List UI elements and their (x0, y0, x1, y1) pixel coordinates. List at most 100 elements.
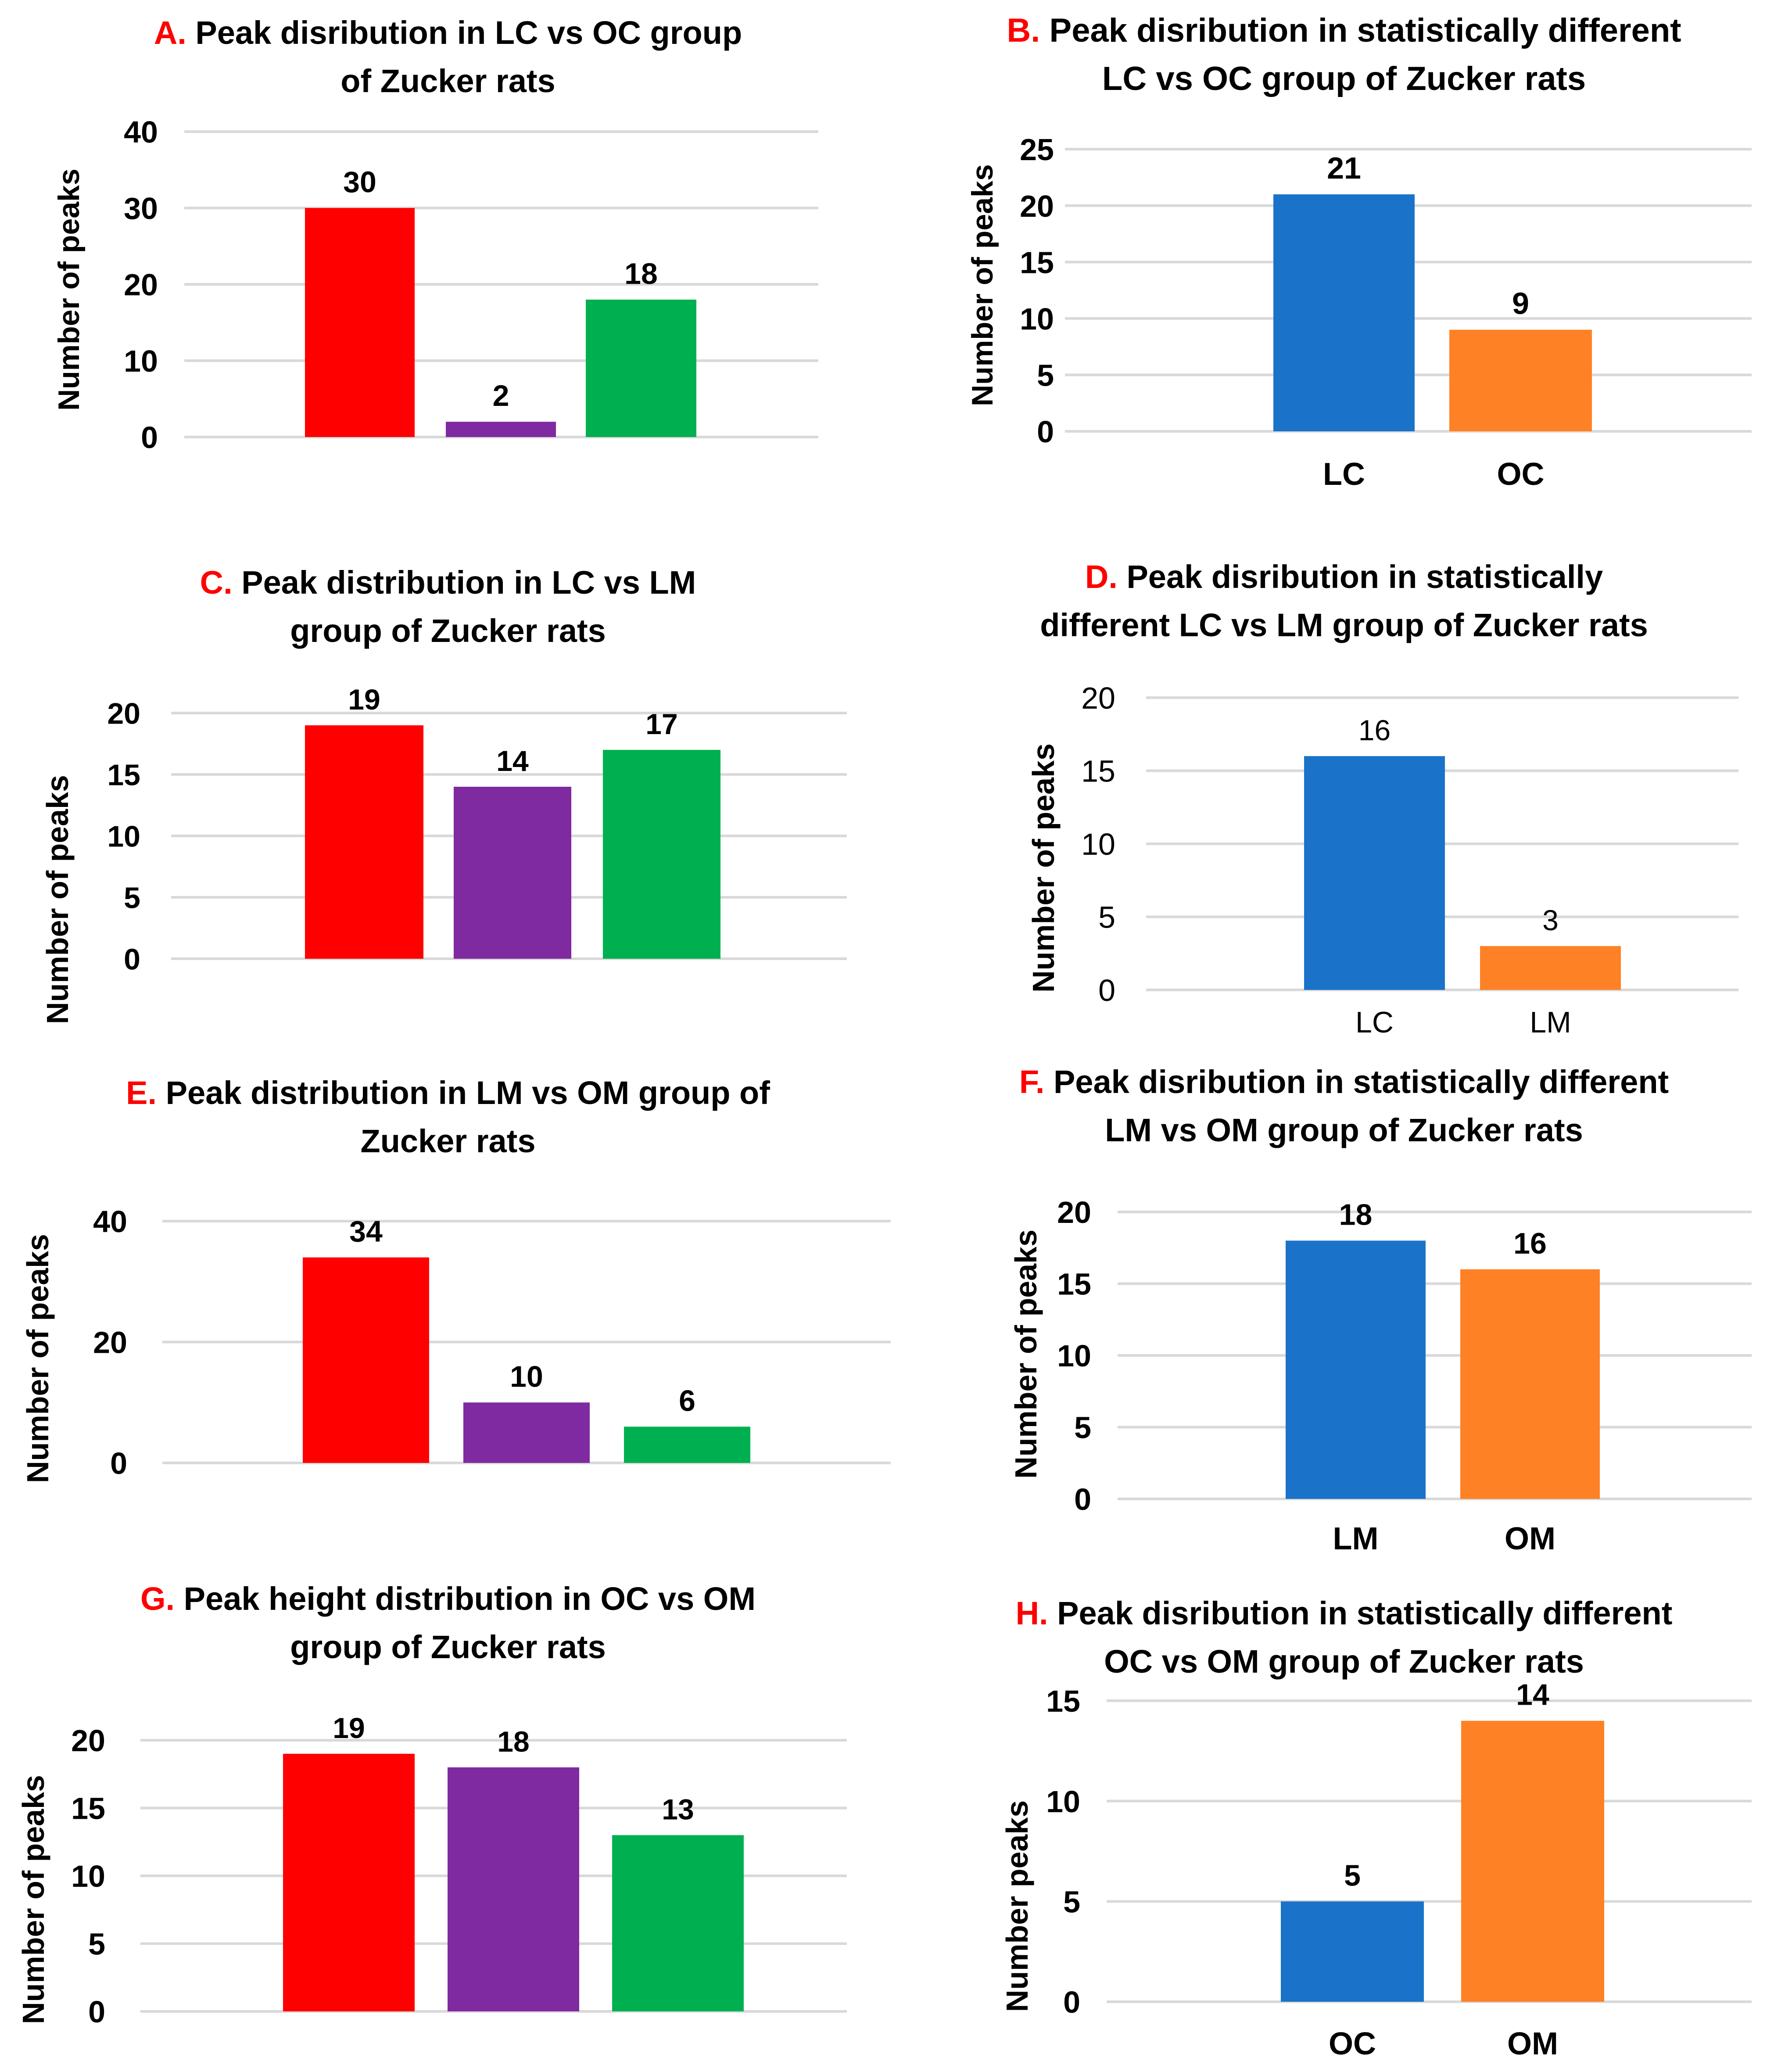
bar-series-2 (446, 422, 556, 437)
y-tick-label: 0 (110, 1446, 127, 1480)
data-label: 16 (1513, 1227, 1547, 1260)
bar-series-3 (586, 299, 696, 437)
chart-title-line-2: group of Zucker rats (290, 1629, 606, 1665)
bar-series-3 (624, 1426, 750, 1463)
data-label: 30 (343, 165, 376, 199)
chart-title-line-1: C. Peak distribution in LC vs LM (200, 564, 696, 601)
data-label: 34 (349, 1215, 383, 1248)
data-label: 17 (645, 708, 677, 740)
y-tick-label: 30 (124, 191, 158, 226)
chart-panel-f: F. Peak disribution in statistically dif… (896, 1034, 1792, 1551)
bar-lm (1286, 1240, 1426, 1499)
y-tick-label: 15 (107, 758, 140, 792)
chart-title-line-2: different LC vs LM group of Zucker rats (1040, 607, 1648, 643)
x-category-label: LM (1333, 1521, 1379, 1551)
bar-series-2 (454, 787, 571, 959)
panel-letter: A. (154, 14, 186, 51)
data-label: 18 (1339, 1198, 1373, 1231)
y-tick-label: 0 (1098, 973, 1115, 1007)
y-tick-label: 20 (1020, 189, 1054, 223)
bar-series-1 (303, 1257, 429, 1463)
y-tick-label: 20 (124, 268, 158, 302)
chart-title-line-2: Zucker rats (361, 1123, 536, 1159)
data-label: 21 (1327, 151, 1361, 185)
panel-letter: B. (1007, 12, 1040, 49)
y-tick-label: 20 (1081, 681, 1115, 715)
chart-title-line-2: LM vs OM group of Zucker rats (1105, 1112, 1583, 1148)
y-tick-label: 10 (71, 1859, 105, 1893)
panel-letter: F. (1019, 1064, 1045, 1100)
bar-series-3 (612, 1835, 744, 2011)
y-tick-label: 15 (1081, 754, 1115, 788)
chart-svg-d: D. Peak disribution in statistically diff… (1026, 559, 1738, 1034)
chart-title-line-2: OC vs OM group of Zucker rats (1104, 1643, 1584, 1680)
chart-title-line-2: of Zucker rats (340, 63, 555, 99)
y-tick-label: 5 (1063, 1885, 1080, 1919)
chart-title-text: Peak disribution in statistically differ… (1050, 12, 1681, 49)
data-label: 18 (624, 257, 658, 290)
x-category-label: OC (1497, 457, 1545, 492)
y-tick-label: 10 (1081, 827, 1115, 861)
y-tick-label: 20 (107, 697, 140, 730)
y-axis-label: Number of peaks (40, 775, 75, 1024)
chart-title-line-1: E. Peak distribution in LM vs OM group o… (126, 1075, 770, 1111)
y-tick-label: 5 (1098, 900, 1115, 935)
x-category-label: OM (1507, 2026, 1558, 2061)
data-label: 14 (1516, 1678, 1549, 1712)
chart-title-line-2: LC vs OC group of Zucker rats (1102, 60, 1586, 97)
chart-title-line-1: G. Peak height distribution in OC vs OM (140, 1581, 756, 1617)
panel-letter: G. (140, 1581, 175, 1617)
chart-title-text: Peak distribution in LM vs OM group of (166, 1075, 771, 1111)
chart-title-text: Peak disribution in LC vs OC group (195, 14, 742, 51)
bar-lc (1304, 756, 1445, 990)
y-tick-label: 10 (1020, 302, 1054, 336)
y-tick-label: 20 (71, 1724, 105, 1758)
bar-series-1 (283, 1753, 415, 2011)
panel-letter: C. (200, 564, 233, 601)
y-tick-label: 5 (1074, 1411, 1091, 1445)
panel-letter: E. (126, 1075, 157, 1111)
y-tick-label: 10 (124, 344, 158, 378)
y-tick-label: 40 (93, 1204, 127, 1239)
y-axis-label: Number of peaks (1026, 743, 1061, 993)
data-label: 5 (1344, 1859, 1361, 1892)
bar-lm (1480, 946, 1621, 990)
chart-svg-c: C. Peak distribution in LC vs LM group of… (40, 564, 847, 1024)
bar-series-3 (603, 750, 720, 959)
y-tick-label: 10 (1057, 1339, 1091, 1373)
chart-panel-d: D. Peak disribution in statistically diff… (896, 517, 1792, 1034)
x-category-label: OM (1505, 1521, 1555, 1551)
x-category-label: LC (1355, 1006, 1394, 1034)
y-axis-label: Number peaks (1000, 1800, 1034, 2012)
bar-lc (1273, 194, 1415, 431)
y-axis-label: Number of peaks (21, 1234, 55, 1483)
panel-letter: D. (1085, 559, 1118, 595)
data-label: 3 (1542, 904, 1559, 936)
y-tick-label: 15 (1046, 1684, 1080, 1718)
chart-title-text: Peak disribution in statistically (1126, 559, 1603, 595)
y-tick-label: 40 (124, 115, 158, 149)
chart-title-line-1: F. Peak disribution in statistically dif… (1019, 1064, 1669, 1100)
bar-series-1 (305, 725, 423, 959)
chart-svg-h: H. Peak disribution in statistically dif… (1000, 1595, 1752, 2061)
y-tick-label: 0 (124, 943, 140, 976)
x-category-label: OC (1329, 2026, 1376, 2061)
y-axis-label: Number of peaks (966, 164, 999, 406)
chart-title-line-1: A. Peak disribution in LC vs OC group (154, 14, 742, 51)
data-label: 9 (1512, 287, 1529, 321)
bar-series-2 (463, 1402, 590, 1463)
chart-panel-g: G. Peak height distribution in OC vs OM g… (0, 1551, 896, 2068)
chart-title-text: Peak height distribution in OC vs OM (184, 1581, 756, 1617)
data-label: 10 (510, 1360, 543, 1393)
y-tick-label: 5 (88, 1927, 105, 1961)
bar-om (1460, 1269, 1600, 1499)
chart-svg-e: E. Peak distribution in LM vs OM group o… (21, 1075, 891, 1483)
bar-series-2 (448, 1767, 579, 2011)
bar-oc (1281, 1901, 1424, 2002)
y-tick-label: 0 (1037, 415, 1054, 449)
data-label: 13 (662, 1793, 694, 1825)
y-tick-label: 20 (93, 1326, 127, 1360)
chart-panel-e: E. Peak distribution in LM vs OM group o… (0, 1034, 896, 1551)
data-label: 2 (493, 379, 509, 412)
chart-title-text: Peak distribution in LC vs LM (241, 564, 696, 601)
